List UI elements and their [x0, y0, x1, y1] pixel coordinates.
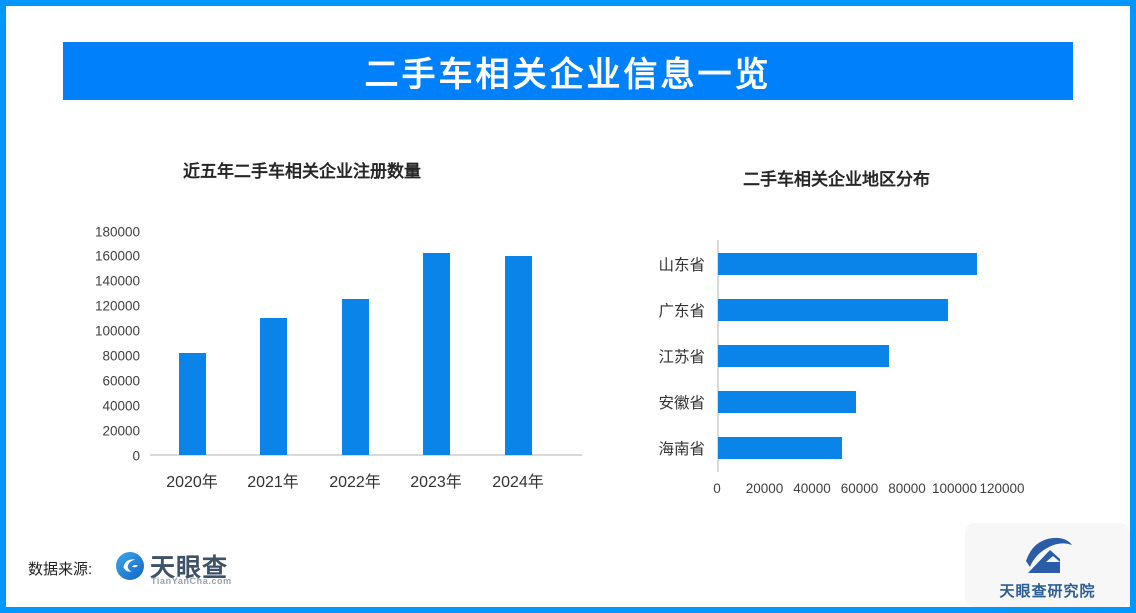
x-axis-tick-label: 80000 — [888, 481, 926, 496]
y-axis-tick-label: 120000 — [94, 298, 140, 314]
y-axis-tick-label: 20000 — [102, 423, 140, 439]
region-bar — [718, 437, 842, 459]
y-axis-tick-label: 40000 — [102, 398, 140, 414]
institute-card: 天眼查研究院 — [965, 523, 1130, 607]
right-chart-title: 二手车相关企业地区分布 — [743, 170, 930, 189]
data-source-label: 数据来源: — [28, 561, 93, 578]
region-label: 江苏省 — [658, 349, 705, 366]
institute-name: 天眼查研究院 — [999, 583, 1096, 600]
x-axis-category-label: 2022年 — [329, 474, 381, 491]
column-bar — [341, 299, 369, 455]
title-banner: 二手车相关企业信息一览 — [63, 42, 1073, 100]
x-axis-category-label: 2020年 — [166, 474, 218, 491]
tianyancha-logo-text: 天眼查 — [150, 554, 229, 582]
region-bar — [718, 253, 977, 275]
y-axis-tick-label: 140000 — [94, 273, 140, 289]
x-axis-tick-label: 20000 — [745, 481, 784, 496]
region-bar — [718, 391, 856, 413]
tianyancha-eye-icon — [115, 551, 145, 581]
column-bar — [504, 256, 532, 455]
x-axis-tick-label: 100000 — [931, 481, 978, 496]
y-axis-tick-label: 80000 — [102, 348, 140, 364]
region-label: 安徽省 — [658, 395, 705, 412]
y-axis-tick-label: 60000 — [102, 373, 140, 389]
y-axis-tick-label: 0 — [132, 448, 140, 463]
x-axis-category-label: 2021年 — [247, 474, 299, 491]
x-axis-tick-label: 120000 — [979, 481, 1025, 496]
x-axis-category-label: 2024年 — [492, 474, 544, 491]
region-label: 山东省 — [658, 257, 705, 274]
x-axis-tick-label: 60000 — [840, 481, 879, 496]
page-title: 二手车相关企业信息一览 — [364, 55, 772, 94]
y-axis-tick-label: 180000 — [94, 224, 140, 239]
column-bar — [259, 318, 287, 455]
x-axis-category-label: 2023年 — [410, 474, 462, 491]
region-label: 广东省 — [658, 303, 705, 320]
region-bar — [718, 299, 948, 321]
x-axis-tick-label: 0 — [713, 481, 721, 496]
institute-mountain-icon — [1020, 535, 1076, 577]
tianyancha-domain-text: TianYanCha.com — [151, 576, 232, 586]
column-bar — [422, 253, 450, 455]
region-bar — [718, 345, 889, 367]
x-axis-line — [150, 454, 582, 456]
left-chart-title: 近五年二手车相关企业注册数量 — [183, 162, 421, 181]
region-label: 海南省 — [658, 441, 705, 458]
y-axis-tick-label: 100000 — [94, 323, 140, 339]
column-bar — [178, 353, 206, 455]
x-axis-tick-label: 40000 — [793, 481, 831, 496]
y-axis-tick-label: 160000 — [94, 248, 140, 264]
